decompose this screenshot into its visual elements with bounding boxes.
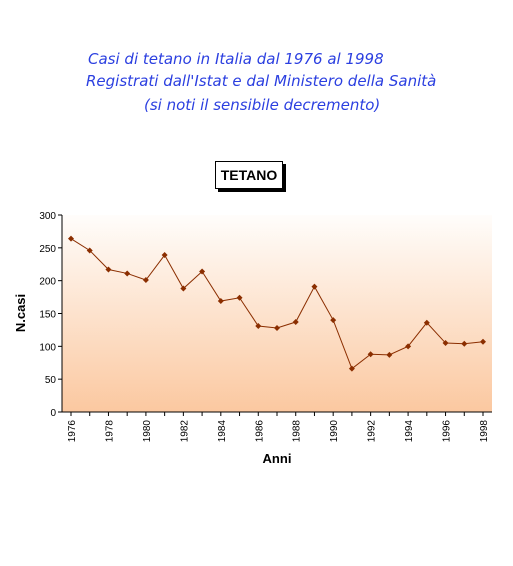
data-point	[442, 340, 449, 347]
data-point	[367, 351, 374, 358]
data-point	[274, 324, 280, 331]
data-point	[255, 322, 262, 329]
x-tick-label: 1984	[217, 420, 228, 443]
data-point	[292, 319, 299, 326]
data-point	[311, 283, 318, 290]
data-point	[461, 340, 468, 347]
y-tick-label: 150	[39, 310, 56, 321]
x-axis-label: Anni	[263, 451, 292, 466]
y-tick-label: 250	[39, 244, 56, 255]
x-tick-label: 1996	[442, 420, 453, 443]
headline-line-2: Registrati dall'Istat e dal Ministero de…	[86, 72, 437, 90]
chart-title-badge: TETANO	[215, 161, 283, 189]
data-point	[480, 338, 486, 345]
y-tick-label: 200	[39, 277, 56, 288]
series-layer	[68, 235, 486, 372]
data-point	[386, 351, 393, 358]
y-tick-label: 0	[50, 408, 56, 419]
data-point	[68, 235, 74, 242]
data-point	[161, 252, 168, 259]
data-point	[348, 365, 355, 372]
x-tick-label: 1992	[367, 420, 378, 443]
plot-area	[62, 215, 492, 412]
x-tick-label: 1998	[479, 420, 490, 443]
data-point	[142, 277, 149, 284]
data-point	[423, 319, 430, 326]
x-tick-label: 1990	[329, 420, 340, 443]
x-tick-label: 1986	[254, 420, 265, 443]
data-point	[330, 317, 337, 324]
y-axis-label: N.casi	[13, 294, 28, 332]
headline-line-1: Casi di tetano in Italia dal 1976 al 199…	[88, 50, 384, 68]
data-point	[405, 343, 412, 350]
x-tick-label: 1994	[404, 420, 415, 443]
data-point	[199, 268, 206, 275]
y-tick-label: 100	[39, 342, 56, 353]
axes: 0 50 100 150 200 250 300 1976 1978 1980 1982 1984 19…	[39, 211, 492, 442]
data-point	[86, 247, 93, 254]
data-point	[105, 266, 112, 273]
data-point	[180, 285, 187, 292]
x-tick-label: 1980	[142, 420, 153, 443]
x-tick-label: 1988	[292, 420, 303, 443]
data-point	[236, 294, 243, 301]
data-point	[124, 270, 131, 277]
y-tick-label: 50	[45, 375, 57, 386]
y-tick-label: 300	[39, 211, 56, 222]
data-point	[217, 298, 224, 305]
headline-line-3: (si noti il sensibile decremento)	[144, 96, 381, 114]
x-tick-label: 1982	[179, 420, 190, 443]
x-tick-label: 1978	[104, 420, 115, 443]
x-tick-label: 1976	[67, 420, 78, 443]
